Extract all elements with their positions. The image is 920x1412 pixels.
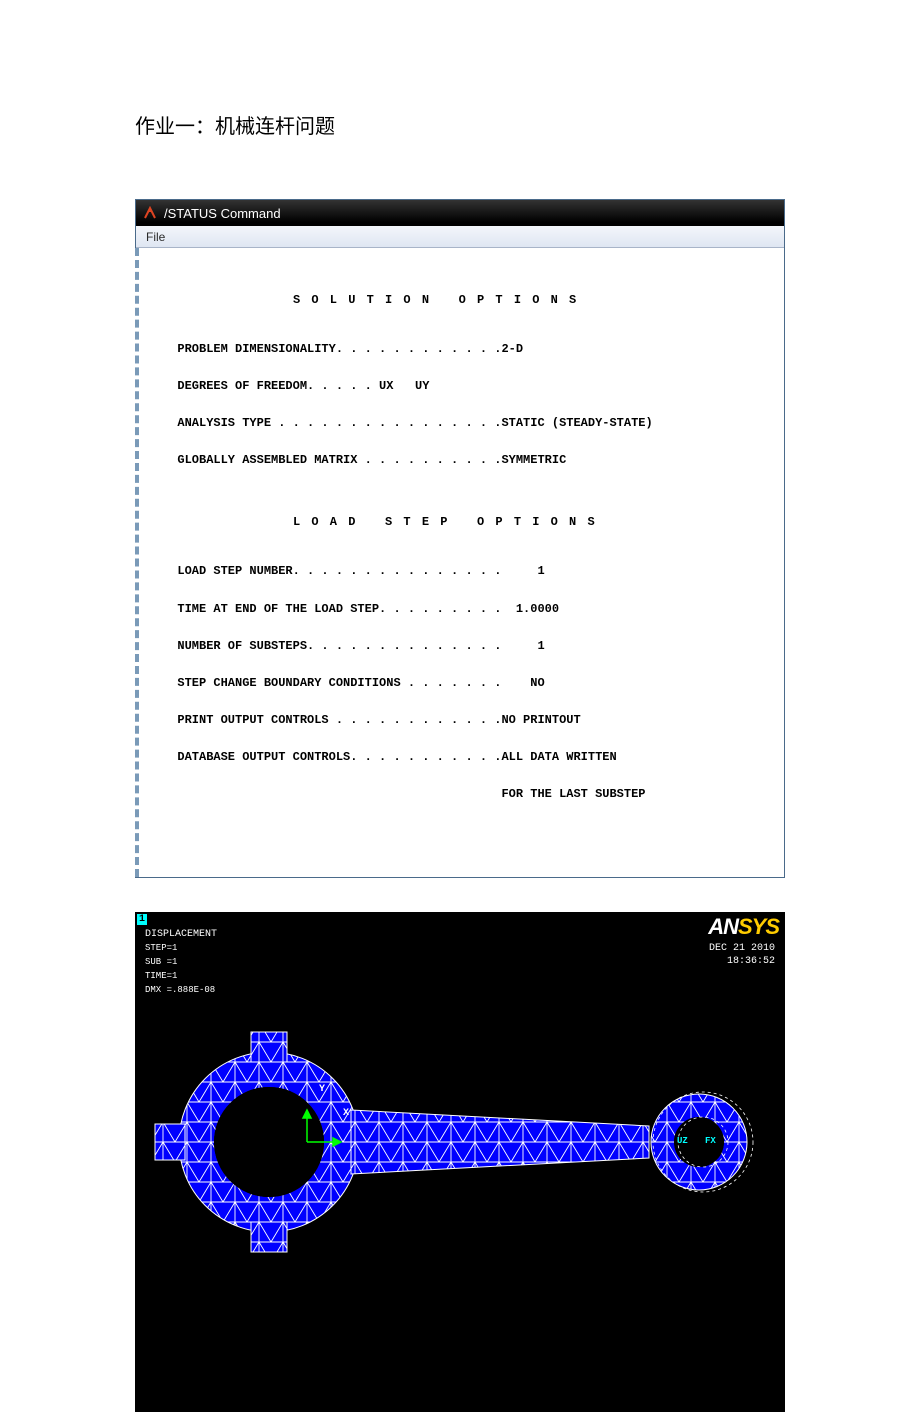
solution-option-line: GLOBALLY ASSEMBLED MATRIX . . . . . . . … [163, 451, 760, 470]
plot-overlay-info: DISPLACEMENT STEP=1 SUB =1 TIME=1 DMX =.… [145, 928, 217, 998]
overlay-lines: STEP=1 SUB =1 TIME=1 DMX =.888E-08 [145, 943, 215, 995]
ansys-lambda-icon [142, 205, 158, 221]
menu-bar: File [136, 226, 784, 248]
solution-option-line: DEGREES OF FREEDOM. . . . . UX UY [163, 377, 760, 396]
section-header-solution: S O L U T I O N O P T I O N S [163, 291, 760, 310]
bc-label-fx: FX [705, 1136, 716, 1146]
loadstep-option-line: DATABASE OUTPUT CONTROLS. . . . . . . . … [163, 748, 760, 767]
menu-file[interactable]: File [146, 230, 165, 244]
status-output-body: S O L U T I O N O P T I O N S PROBLEM DI… [135, 248, 784, 877]
bc-label-uz: UZ [677, 1136, 688, 1146]
ansys-logo-an: AN [708, 914, 738, 939]
solution-option-line: PROBLEM DIMENSIONALITY. . . . . . . . . … [163, 340, 760, 359]
axis-label-y: Y [319, 1084, 325, 1095]
window-title-bar[interactable]: /STATUS Command [136, 200, 784, 226]
loadstep-option-line: NUMBER OF SUBSTEPS. . . . . . . . . . . … [163, 637, 760, 656]
plot-date: DEC 21 2010 [709, 943, 775, 954]
loadstep-option-line: LOAD STEP NUMBER. . . . . . . . . . . . … [163, 562, 760, 581]
page-title: 作业一：机械连杆问题 [135, 110, 785, 139]
loadstep-option-line: FOR THE LAST SUBSTEP [163, 785, 760, 804]
overlay-title: DISPLACEMENT [145, 929, 217, 940]
status-command-window: /STATUS Command File S O L U T I O N O P… [135, 199, 785, 878]
ansys-logo-sys: SYS [738, 914, 779, 939]
loadstep-option-line: STEP CHANGE BOUNDARY CONDITIONS . . . . … [163, 674, 760, 693]
window-number-badge: 1 [137, 914, 147, 925]
solution-option-line: ANALYSIS TYPE . . . . . . . . . . . . . … [163, 414, 760, 433]
loadstep-option-line: TIME AT END OF THE LOAD STEP. . . . . . … [163, 600, 760, 619]
plot-time: 18:36:52 [727, 956, 775, 967]
axis-label-x: X [343, 1108, 349, 1119]
window-title-text: /STATUS Command [164, 206, 281, 221]
plot-datetime: DEC 21 2010 18:36:52 [709, 942, 775, 968]
section-header-loadstep: L O A D S T E P O P T I O N S [163, 513, 760, 532]
loadstep-option-line: PRINT OUTPUT CONTROLS . . . . . . . . . … [163, 711, 760, 730]
ansys-graphics-window[interactable]: 1 DISPLACEMENT STEP=1 SUB =1 TIME=1 DMX … [135, 912, 785, 1412]
ansys-logo: ANSYS [708, 914, 779, 940]
